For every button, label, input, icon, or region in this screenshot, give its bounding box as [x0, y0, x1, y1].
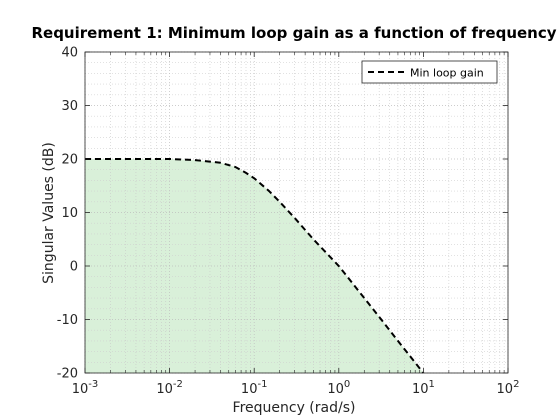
- y-tick-label: 10: [61, 206, 78, 221]
- y-tick-label: 40: [61, 46, 78, 61]
- x-tick-label: 10-3: [72, 379, 99, 397]
- x-tick-label: 101: [412, 379, 435, 397]
- x-tick-label: 100: [327, 379, 350, 397]
- legend-box: [361, 60, 498, 84]
- y-tick-label: 30: [61, 99, 78, 114]
- y-tick-label: -10: [57, 313, 78, 328]
- x-axis-label: Frequency (rad/s): [233, 400, 356, 416]
- y-tick-label: 0: [70, 260, 78, 275]
- x-tick-label: 10-2: [156, 379, 183, 397]
- y-axis-label: Singular Values (dB): [41, 142, 57, 284]
- y-tick-label: 20: [61, 153, 78, 168]
- series-line-min-loop-gain: [85, 158, 425, 374]
- chart-title: Requirement 1: Minimum loop gain as a fu…: [31, 24, 556, 42]
- legend-label: Min loop gain: [410, 67, 484, 80]
- x-tick-label: 102: [497, 379, 520, 397]
- legend: Min loop gain: [361, 60, 498, 84]
- y-tick-label: -20: [57, 367, 78, 382]
- x-tick-label: 10-1: [241, 379, 268, 397]
- plot-area: 10-3 10-2 10-1 100 101 102 -20 -10 0 10 20 30 40 Min …: [57, 46, 520, 398]
